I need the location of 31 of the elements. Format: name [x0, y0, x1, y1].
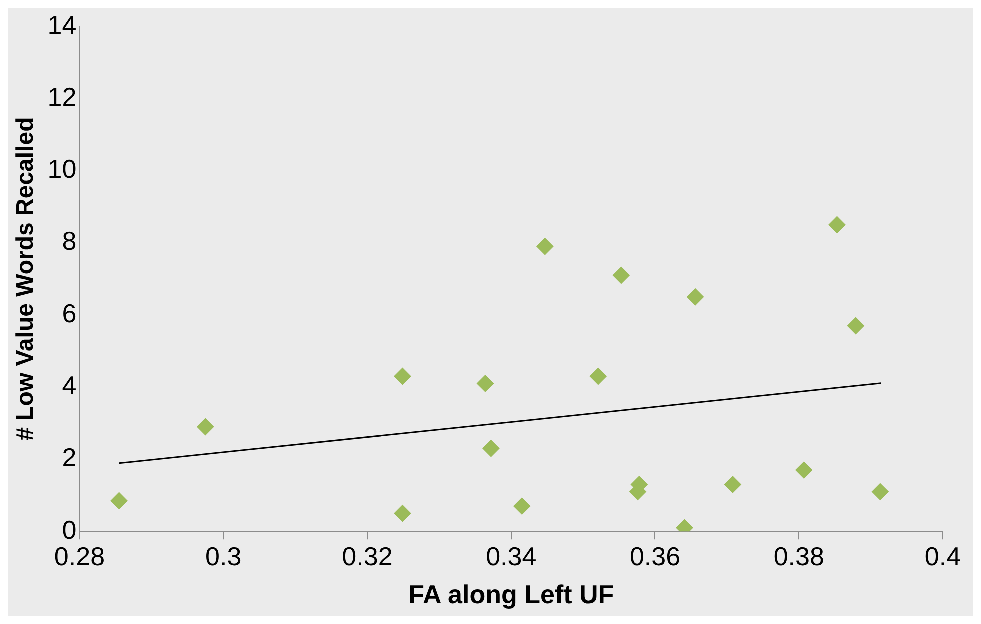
- y-tick-label: 10: [48, 154, 77, 184]
- x-tick-label: 0.32: [342, 541, 393, 572]
- y-tick-label: 12: [48, 82, 77, 112]
- y-tick-label: 2: [62, 442, 77, 473]
- point: [394, 368, 412, 385]
- y-tick-label: 4: [62, 370, 77, 400]
- point: [828, 216, 846, 234]
- x-tick-label: 0.34: [486, 541, 537, 572]
- point: [847, 317, 864, 334]
- point: [590, 368, 607, 385]
- point: [197, 418, 214, 436]
- x-tick-label: 0.38: [774, 541, 824, 572]
- point: [872, 483, 889, 500]
- y-tick-label: 14: [48, 10, 77, 40]
- x-tick-label: 0.4: [924, 541, 962, 572]
- x-tick-label: 0.3: [206, 541, 242, 572]
- point: [394, 505, 412, 522]
- point: [514, 498, 531, 515]
- y-axis-title: # Low Value Words Recalled: [12, 117, 40, 441]
- point: [612, 266, 630, 284]
- x-tick-label: 0.36: [630, 541, 681, 572]
- point: [110, 492, 128, 510]
- y-tick-label: 8: [62, 226, 77, 256]
- y-tick-label: 6: [62, 298, 77, 328]
- point: [796, 462, 813, 479]
- x-axis-title: FA along Left UF: [408, 580, 614, 610]
- point: [724, 476, 742, 494]
- point: [482, 440, 500, 458]
- point: [476, 375, 494, 392]
- point: [687, 288, 704, 306]
- point: [536, 238, 554, 256]
